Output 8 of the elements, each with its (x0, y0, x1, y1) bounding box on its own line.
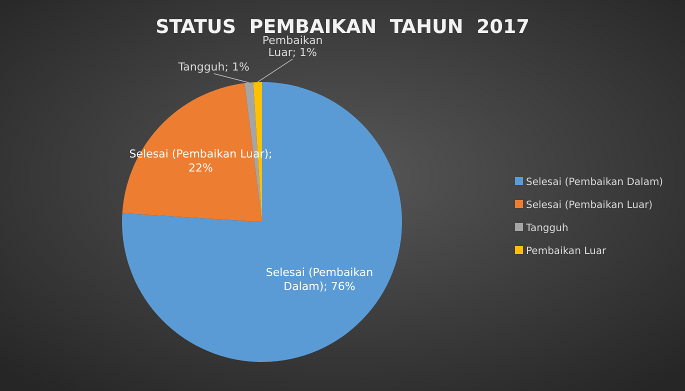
legend-label: Selesai (Pembaikan Dalam) (526, 177, 664, 188)
data-label: Selesai (Pembaikan Dalam); 76% (266, 266, 374, 294)
legend-label: Tangguh (525, 223, 568, 234)
data-label: Pembaikan Luar; 1% (262, 34, 323, 60)
legend-label: Pembaikan Luar (526, 246, 607, 257)
legend-label: Selesai (Pembaikan Luar) (526, 200, 653, 211)
pie-slice (122, 82, 402, 362)
data-label: Tangguh; 1% (177, 60, 250, 74)
